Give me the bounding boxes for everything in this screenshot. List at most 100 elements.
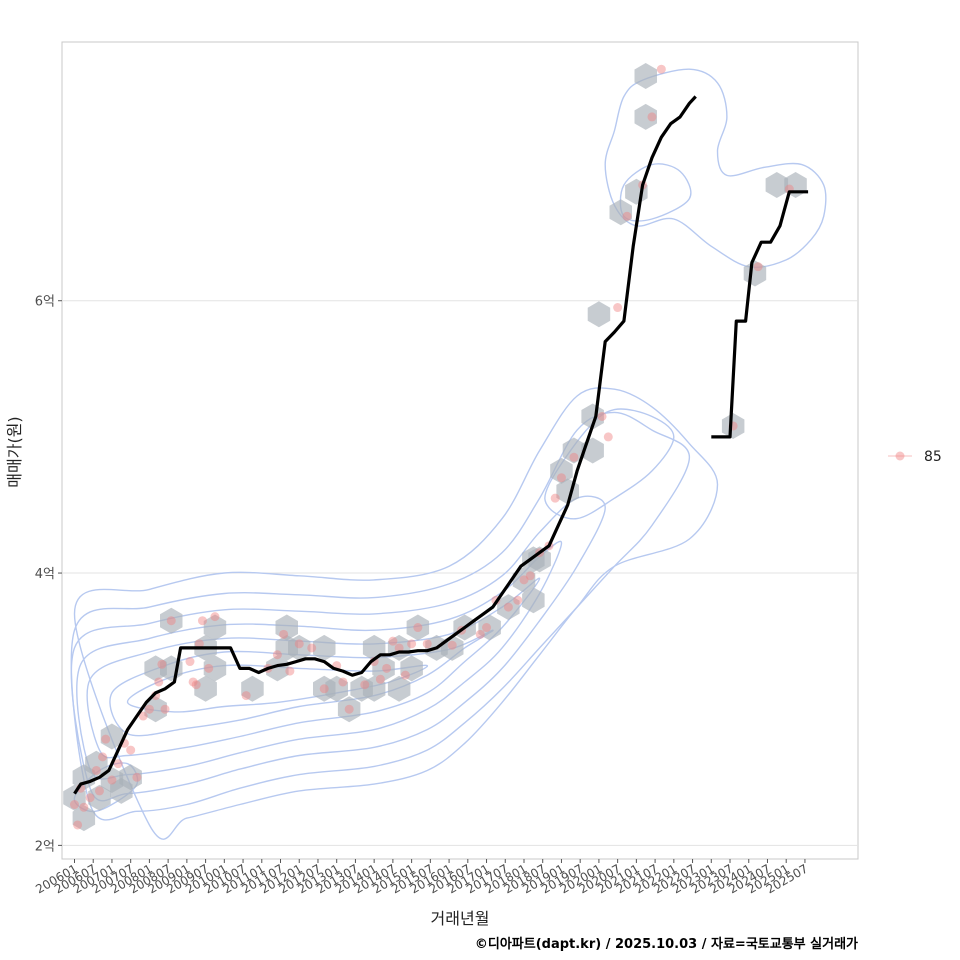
hexbin-cell: [288, 634, 311, 661]
transaction-point: [91, 765, 101, 775]
plot-panel: [61, 41, 859, 860]
transaction-point: [69, 800, 79, 810]
transaction-point: [360, 680, 370, 690]
caption: ©디아파트(dapt.kr) / 2025.10.03 / 자료=국토교통부 실…: [475, 936, 858, 952]
median-price-line: [73, 95, 697, 795]
transaction-point: [166, 616, 176, 626]
transaction-point: [294, 639, 304, 649]
hexbin-cell: [562, 437, 586, 464]
hexbin-cell: [406, 614, 430, 641]
hexbin-cell: [203, 614, 227, 641]
transaction-point: [569, 452, 579, 462]
transaction-point: [603, 432, 613, 442]
hexbin-cell: [587, 301, 611, 328]
y-tick-label: 4억: [35, 567, 55, 582]
density-contour: [70, 495, 606, 802]
transaction-point: [85, 793, 95, 803]
transaction-point: [185, 657, 195, 667]
transaction-point: [132, 772, 142, 782]
transaction-point: [98, 752, 108, 762]
hexbin-cell: [160, 607, 183, 634]
transaction-point: [475, 629, 485, 639]
legend-key-point: [895, 451, 905, 461]
transaction-point: [344, 704, 354, 714]
transaction-point: [144, 704, 154, 714]
y-tick-label: 2억: [35, 839, 55, 854]
transaction-point: [307, 643, 317, 653]
transaction-point: [107, 775, 117, 785]
hexbin-cell: [634, 63, 657, 89]
density-contour: [70, 411, 691, 821]
transaction-point: [375, 674, 385, 684]
transaction-point: [101, 734, 111, 744]
transaction-point: [154, 677, 164, 687]
hexbin-cell: [88, 784, 111, 811]
transaction-point: [191, 680, 201, 690]
grid-lines: [62, 300, 858, 846]
median-price-line: [711, 190, 809, 439]
legend: 85: [888, 449, 942, 465]
hexbin-cell: [362, 675, 386, 702]
transaction-point: [503, 602, 513, 612]
transaction-point: [394, 643, 404, 653]
transaction-point: [197, 616, 207, 626]
transaction-point: [382, 663, 392, 673]
hexbin-cell: [100, 723, 124, 750]
transaction-point: [113, 759, 123, 769]
y-axis: 2억 4억 6억: [35, 295, 62, 854]
hexbin-cell: [63, 784, 86, 811]
transaction-point: [597, 411, 607, 421]
transaction-point: [550, 493, 560, 503]
transaction-point: [272, 650, 282, 660]
transaction-point: [319, 684, 329, 694]
transaction-point: [647, 112, 657, 122]
hexbin-cell: [372, 655, 395, 682]
hexbin-cell: [721, 413, 745, 439]
transaction-point: [338, 677, 348, 687]
hexbin-cell: [194, 675, 217, 702]
transaction-point: [188, 677, 198, 687]
hexbin-cell: [609, 199, 632, 226]
transaction-point: [447, 640, 457, 650]
hexbin-cell: [72, 805, 96, 832]
transaction-point: [73, 820, 83, 830]
transaction-point: [513, 595, 523, 605]
transaction-point: [138, 711, 148, 721]
hexbin-cell: [478, 614, 501, 641]
transaction-point: [279, 629, 289, 639]
hexbin-cell: [325, 675, 348, 702]
price-lines: [73, 95, 809, 795]
transaction-point: [482, 623, 492, 633]
transaction-point: [656, 64, 666, 74]
transaction-point: [556, 473, 566, 483]
hexbin-cell: [400, 655, 423, 682]
hexbin-cell: [85, 750, 108, 777]
hexbin-cell: [144, 696, 167, 723]
transaction-point: [400, 670, 410, 680]
transaction-point: [613, 303, 623, 313]
transaction-point: [94, 786, 104, 796]
transaction-point: [79, 802, 89, 812]
transaction-point: [241, 691, 251, 701]
hexbin-cell: [634, 103, 657, 130]
transaction-point: [525, 571, 535, 581]
y-tick-label: 6억: [35, 295, 55, 310]
hexbin-cell: [119, 764, 142, 791]
hexbin-cell: [550, 457, 573, 484]
transaction-point: [388, 636, 398, 646]
transaction-point: [622, 211, 632, 221]
hexbin-cell: [512, 566, 536, 593]
transaction-point: [204, 663, 214, 673]
transaction-point: [194, 639, 204, 649]
transaction-point: [413, 623, 423, 633]
hexbin-cell: [497, 594, 520, 621]
transaction-point: [285, 666, 295, 676]
hexbin-cell: [313, 634, 336, 661]
hexbin-cell: [337, 696, 361, 723]
x-axis-title: 거래년월: [431, 909, 490, 928]
hexbin-cell: [581, 403, 604, 430]
density-contour: [76, 540, 563, 780]
density-contour: [604, 68, 827, 268]
transaction-point: [160, 704, 170, 714]
